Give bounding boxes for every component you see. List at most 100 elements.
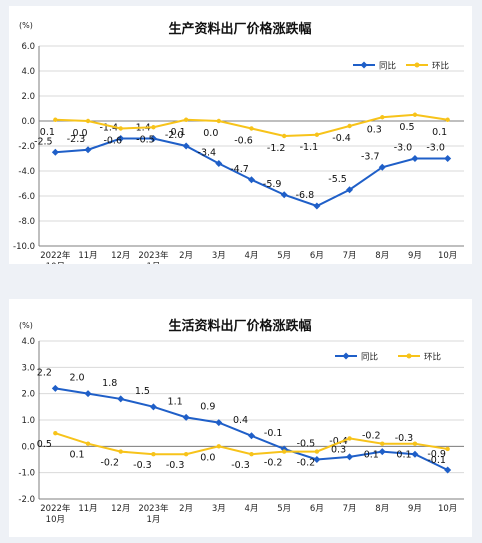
x-tick-label: 6月 xyxy=(310,504,324,514)
data-point xyxy=(378,163,386,171)
data-point xyxy=(53,117,58,122)
data-point xyxy=(151,452,156,457)
data-point xyxy=(411,450,419,458)
x-tick-label: 12月 xyxy=(111,251,130,261)
data-label: -0.6 xyxy=(103,136,122,147)
data-label: 0.4 xyxy=(233,415,248,426)
data-label: -0.5 xyxy=(297,439,316,450)
data-point xyxy=(380,441,385,446)
data-point xyxy=(412,441,418,446)
data-label: 0.1 xyxy=(396,450,411,461)
data-point xyxy=(280,445,288,453)
x-tick-label: 10月 xyxy=(46,262,65,264)
x-tick-label: 2023年 xyxy=(138,250,169,261)
data-label: 0.5 xyxy=(399,122,414,133)
data-label: -0.2 xyxy=(362,431,381,442)
x-tick-label: 10月 xyxy=(438,251,457,261)
legend-label: 环比 xyxy=(432,61,449,72)
data-point xyxy=(412,112,418,117)
data-label: -0.9 xyxy=(427,449,446,460)
data-point xyxy=(411,155,419,162)
y-tick-label: 2.0 xyxy=(21,92,35,102)
data-label: -0.3 xyxy=(166,460,185,471)
x-tick-label: 4月 xyxy=(245,504,259,514)
data-label: -3.0 xyxy=(426,143,445,154)
x-tick-label: 11月 xyxy=(78,251,97,261)
chart-panel-producer: 生产资料出厂价格涨跌幅 (%) 6.0 4.0 2.0 0.0 -2.0 -4.0 -6.0 -8… xyxy=(9,6,472,264)
legend-marker xyxy=(360,61,368,69)
x-tick-label: 10月 xyxy=(438,504,457,514)
legend-label: 同比 xyxy=(361,352,378,363)
data-point xyxy=(215,419,223,427)
x-tick-label: 2022年 xyxy=(40,250,71,261)
legend-label: 同比 xyxy=(379,61,396,72)
data-label: -5.5 xyxy=(328,174,347,185)
data-label: -0.4 xyxy=(332,133,351,144)
data-point xyxy=(249,126,254,131)
data-label: -2.3 xyxy=(67,134,86,145)
data-label: 1.8 xyxy=(102,378,117,389)
y-tick-label: -4.0 xyxy=(18,167,35,177)
x-tick-label: 9月 xyxy=(408,504,422,514)
data-point xyxy=(117,135,125,142)
data-point xyxy=(51,384,59,392)
chart-title: 生活资料出厂价格涨跌幅 xyxy=(168,318,311,334)
x-tick-label: 2023年 xyxy=(138,503,169,514)
data-point xyxy=(445,117,450,122)
x-tick-label: 1月 xyxy=(146,515,160,525)
y-tick-label: -8.0 xyxy=(18,217,35,227)
data-label: 0.0 xyxy=(203,128,218,139)
y-tick-label: 0.0 xyxy=(21,117,35,127)
data-point xyxy=(183,117,189,122)
data-point xyxy=(347,123,352,129)
data-point xyxy=(84,390,92,398)
data-point xyxy=(346,453,354,461)
data-label: -1.2 xyxy=(267,143,286,154)
data-point xyxy=(280,191,288,199)
chart-title: 生产资料出厂价格涨跌幅 xyxy=(168,21,311,37)
data-label: -3.0 xyxy=(394,143,413,154)
x-tick-label: 7月 xyxy=(343,504,357,514)
x-tick-label: 12月 xyxy=(111,504,130,514)
x-tick-label: 11月 xyxy=(78,504,97,514)
data-label: -0.2 xyxy=(297,458,316,469)
x-tick-label: 3月 xyxy=(212,251,226,261)
data-label: -2.0 xyxy=(165,130,184,141)
data-point xyxy=(149,403,157,411)
data-label: -0.3 xyxy=(231,460,250,471)
data-label: -0.3 xyxy=(133,460,152,471)
data-point xyxy=(313,202,321,210)
data-point xyxy=(216,444,222,449)
data-label: -0.5 xyxy=(136,134,155,145)
legend-marker xyxy=(414,62,420,68)
data-label: -0.1 xyxy=(264,428,283,439)
data-point xyxy=(281,133,287,139)
y-tick-label: -2.0 xyxy=(18,142,35,152)
data-point xyxy=(378,448,386,456)
legend-marker xyxy=(406,353,412,359)
data-label: -3.4 xyxy=(198,148,217,159)
data-label: -3.7 xyxy=(361,151,380,162)
data-label: 0.1 xyxy=(69,450,84,461)
data-point xyxy=(347,436,352,441)
data-label: -1.1 xyxy=(300,142,319,153)
data-label: 0.1 xyxy=(171,127,186,138)
data-point xyxy=(346,186,354,194)
y-tick-label: -1.0 xyxy=(18,469,35,479)
data-label: -2.5 xyxy=(34,136,53,147)
x-tick-label: 9月 xyxy=(408,251,422,261)
data-label: 0.0 xyxy=(200,452,215,463)
data-point xyxy=(444,155,452,162)
data-label: 0.9 xyxy=(200,402,215,413)
y-tick-label: 1.0 xyxy=(21,416,35,426)
data-label: 0.0 xyxy=(72,128,87,139)
x-tick-label: 8月 xyxy=(375,251,389,261)
x-tick-label: 10月 xyxy=(46,515,65,525)
x-tick-label: 8月 xyxy=(375,504,389,514)
data-point xyxy=(182,142,190,150)
data-point xyxy=(215,160,223,167)
data-label: -0.3 xyxy=(395,433,414,444)
data-label: 1.5 xyxy=(135,386,150,397)
x-tick-label: 5月 xyxy=(277,251,291,261)
data-label: 1.1 xyxy=(168,396,183,407)
